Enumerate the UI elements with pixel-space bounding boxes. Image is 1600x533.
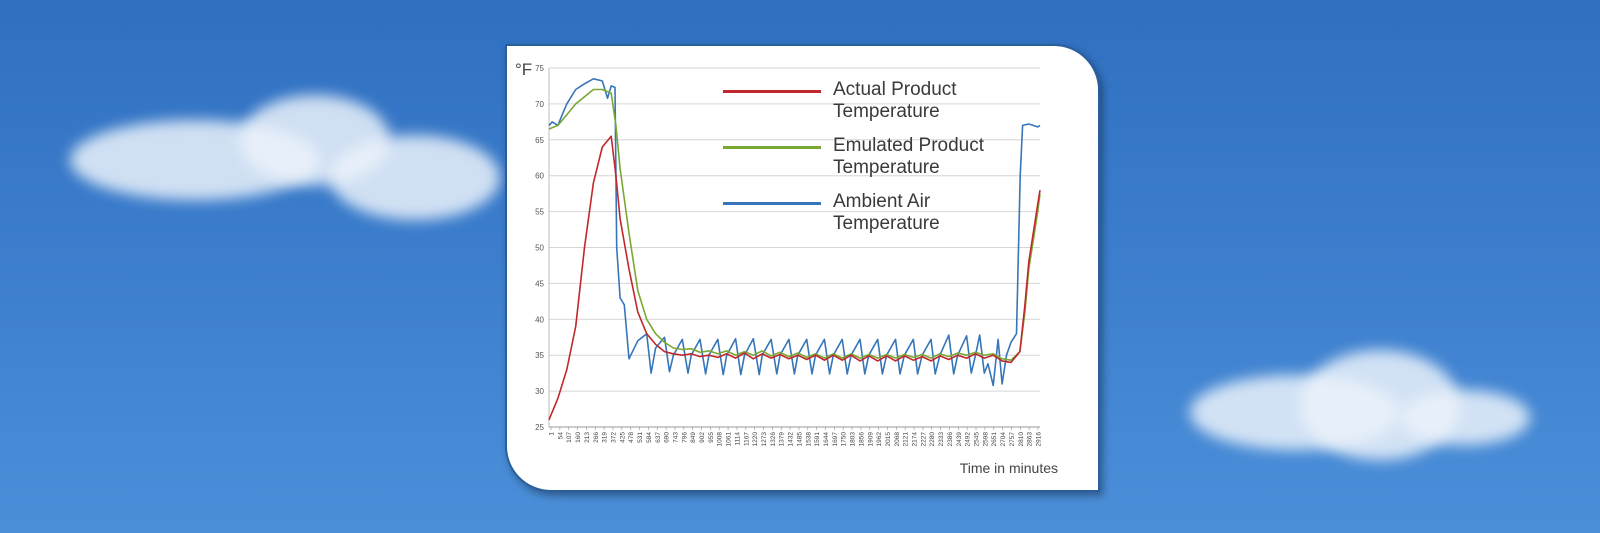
x-tick-label: 478 — [628, 432, 635, 443]
x-tick-label: 2492 — [965, 432, 972, 447]
x-tick-label: 2598 — [982, 432, 989, 447]
x-tick-label: 2439 — [956, 432, 963, 447]
legend-label-actual: Actual Product Temperature — [833, 79, 957, 122]
x-tick-label: 1273 — [761, 432, 768, 447]
x-tick-label: 1220 — [752, 432, 759, 447]
legend-swatch-ambient — [723, 202, 821, 205]
x-tick-label: 1750 — [841, 432, 848, 447]
x-tick-label: 1432 — [788, 432, 795, 447]
chart-card: 25 30 35 40 45 50 55 60 65 70 75 1 54 107 160 213 266 319… — [505, 44, 1100, 492]
y-tick-label: 60 — [535, 172, 544, 181]
x-tick-label: 2333 — [938, 432, 945, 447]
x-tick-label: 1962 — [876, 432, 883, 447]
y-tick-label: 75 — [535, 64, 544, 73]
x-tick-label: 213 — [584, 432, 591, 443]
emulated-product-temperature-line — [548, 88, 1041, 361]
x-tick-label: 1856 — [858, 432, 865, 447]
x-tick-label: 1326 — [770, 432, 777, 447]
x-tick-label: 955 — [708, 432, 715, 443]
y-tick-label: 30 — [535, 387, 544, 396]
x-tick-label: 2704 — [1000, 432, 1007, 447]
temperature-chart: 25 30 35 40 45 50 55 60 65 70 75 1 54 107 160 213 266 319… — [535, 64, 1043, 447]
x-tick-label: 2121 — [903, 432, 910, 447]
x-tick-label: 425 — [619, 432, 626, 443]
x-tick-label: 1114 — [734, 432, 741, 446]
x-tick-label: 54 — [557, 432, 564, 440]
x-tick-label: 531 — [637, 432, 644, 443]
y-tick-label: 25 — [535, 423, 544, 432]
x-tick-label: 160 — [575, 432, 582, 443]
x-tick-label: 1591 — [814, 432, 821, 447]
x-tick-label: 2280 — [929, 432, 936, 447]
x-tick-label: 1379 — [779, 432, 786, 447]
x-tick-label: 2174 — [912, 432, 919, 447]
y-tick-label: 70 — [535, 100, 544, 109]
legend-label-emulated: Emulated Product Temperature — [833, 135, 985, 178]
x-axis-title: Time in minutes — [959, 460, 1058, 476]
x-tick-label: 743 — [672, 432, 679, 443]
x-tick-label: 2015 — [885, 432, 892, 447]
x-tick-label: 1 — [549, 432, 556, 436]
x-tick-label: 1644 — [823, 432, 830, 447]
x-tick-label: 2863 — [1027, 432, 1034, 447]
x-tick-label: 1538 — [805, 432, 812, 447]
x-tick-label: 1167 — [743, 432, 750, 446]
y-tick-label: 45 — [535, 279, 544, 288]
x-tick-label: 1061 — [726, 432, 733, 447]
x-tick-label: 2757 — [1009, 432, 1016, 447]
x-tick-label: 584 — [646, 432, 653, 443]
x-tick-label: 319 — [602, 432, 609, 443]
y-tick-label: 65 — [535, 136, 544, 145]
x-tick-label: 2545 — [974, 432, 981, 447]
ambient-air-temperature-line — [548, 78, 1041, 387]
x-tick-label: 1909 — [867, 432, 874, 447]
x-tick-label: 796 — [681, 432, 688, 443]
cloud-right-tail — [1400, 390, 1530, 445]
x-tick-label: 1803 — [850, 432, 857, 447]
y-tick-label: 35 — [535, 351, 544, 360]
x-tick-label: 2916 — [1036, 432, 1043, 447]
cloud-left-right — [330, 135, 500, 220]
y-tick-label: 55 — [535, 208, 544, 217]
x-tick-label: 107 — [566, 432, 573, 443]
x-tick-label: 1008 — [717, 432, 724, 447]
y-tick-label: 50 — [535, 244, 544, 253]
x-tick-label: 266 — [593, 432, 600, 443]
legend-label-ambient: Ambient Air Temperature — [833, 191, 940, 234]
x-tick-label: 372 — [610, 432, 617, 443]
x-tick-label: 902 — [699, 432, 706, 443]
x-tick-label: 2651 — [991, 432, 998, 447]
y-unit-label: °F — [515, 60, 533, 79]
actual-product-temperature-line — [548, 135, 1041, 421]
x-tick-label: 2227 — [920, 432, 927, 447]
x-tick-label: 1485 — [796, 432, 803, 447]
x-tick-label: 849 — [690, 432, 697, 443]
legend-swatch-emulated — [723, 146, 821, 149]
x-tick-label: 2386 — [947, 432, 954, 447]
x-tick-label: 637 — [655, 432, 662, 443]
legend-swatch-actual — [723, 90, 821, 93]
x-tick-label: 690 — [664, 432, 671, 443]
x-tick-label: 2068 — [894, 432, 901, 447]
x-tick-label: 1697 — [832, 432, 839, 447]
x-tick-label: 2810 — [1018, 432, 1025, 447]
y-tick-label: 40 — [535, 315, 544, 324]
